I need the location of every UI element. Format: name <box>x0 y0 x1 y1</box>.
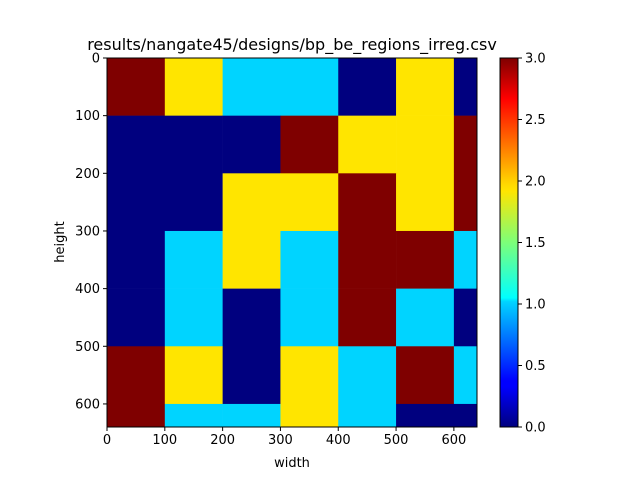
heatmap-cell <box>453 346 478 405</box>
y-tick-label: 300 <box>75 224 100 239</box>
x-axis-label: width <box>274 456 310 471</box>
heatmap-cell <box>107 346 166 405</box>
heatmap-cell <box>396 288 455 347</box>
heatmap-cell <box>396 403 455 428</box>
heatmap-cell <box>396 58 455 116</box>
heatmap-cell <box>222 58 281 116</box>
heatmap-cell <box>164 173 223 232</box>
heatmap-cell <box>453 115 478 174</box>
colorbar-tick-label: 2.0 <box>525 175 546 190</box>
heatmap-cell <box>453 403 478 428</box>
heatmap-cell <box>338 115 397 174</box>
y-tick-label: 0 <box>92 52 100 67</box>
heatmap-cell <box>107 288 166 347</box>
x-tick-label: 300 <box>268 433 293 448</box>
heatmap-cell <box>338 230 397 289</box>
colorbar-tick-label: 0.5 <box>525 359 546 374</box>
heatmap-cell <box>222 288 281 347</box>
colorbar-ticks: 0.0 0.5 1.0 1.5 2.0 2.5 3.0 <box>518 52 546 436</box>
heatmap-cell <box>164 403 223 428</box>
heatmap-cell <box>164 346 223 405</box>
colorbar-tick-label: 0.0 <box>525 421 546 436</box>
heatmap-cell <box>280 173 339 232</box>
y-axis-label: height <box>53 221 68 262</box>
heatmap-cell <box>222 115 281 174</box>
heatmap-cell <box>280 115 339 174</box>
y-tick-label: 500 <box>75 340 100 355</box>
heatmap-cell <box>280 403 339 428</box>
heatmap-cell <box>396 173 455 232</box>
heatmap-cell <box>280 230 339 289</box>
heatmap-cell <box>222 230 281 289</box>
heatmap-cell <box>396 115 455 174</box>
y-tick-label: 600 <box>75 397 100 412</box>
heatmap-cell <box>453 230 478 289</box>
heatmap-cell <box>338 288 397 347</box>
colorbar-tick-label: 3.0 <box>525 52 546 67</box>
x-tick-label: 200 <box>210 433 235 448</box>
x-tick-label: 400 <box>326 433 351 448</box>
heatmap-cell <box>338 403 397 428</box>
heatmap-cell <box>164 115 223 174</box>
heatmap-cell <box>453 173 478 232</box>
heatmap-cell <box>222 346 281 405</box>
colorbar-tick-label: 2.5 <box>525 113 546 128</box>
y-axis-ticks: 0 100 200 300 400 500 600 <box>75 52 107 412</box>
heatmap-cell <box>107 403 166 428</box>
heatmap-cell <box>164 230 223 289</box>
colorbar-gradient <box>499 57 519 428</box>
heatmap-cell <box>164 288 223 347</box>
heatmap-cell <box>338 346 397 405</box>
heatmap-cell <box>107 115 166 174</box>
heatmap-cell <box>453 58 478 116</box>
x-tick-label: 100 <box>152 433 177 448</box>
y-tick-label: 400 <box>75 282 100 297</box>
chart-title: results/nangate45/designs/bp_be_regions_… <box>87 35 497 55</box>
colorbar: 0.0 0.5 1.0 1.5 2.0 2.5 3.0 <box>499 52 546 436</box>
heatmap-cell <box>280 346 339 405</box>
heatmap-cell <box>338 173 397 232</box>
heatmap-cell <box>164 58 223 116</box>
heatmap-cell <box>453 288 478 347</box>
heatmap-cells <box>107 58 478 428</box>
heatmap-cell <box>338 58 397 116</box>
heatmap-cell <box>222 173 281 232</box>
y-tick-label: 100 <box>75 109 100 124</box>
x-axis-ticks: 0 100 200 300 400 500 600 <box>103 427 466 448</box>
y-tick-label: 200 <box>75 167 100 182</box>
heatmap-cell <box>280 288 339 347</box>
x-tick-label: 0 <box>103 433 111 448</box>
colorbar-tick-label: 1.0 <box>525 298 546 313</box>
plot-frame <box>106 57 478 428</box>
heatmap-cell <box>280 58 339 116</box>
heatmap-cell <box>396 230 455 289</box>
colorbar-tick-label: 1.5 <box>525 236 546 251</box>
x-tick-label: 600 <box>441 433 466 448</box>
heatmap-cell <box>222 403 281 428</box>
x-tick-label: 500 <box>384 433 409 448</box>
heatmap-cell <box>107 230 166 289</box>
heatmap-cell <box>396 346 455 405</box>
heatmap-cell <box>107 173 166 232</box>
heatmap-cell <box>107 58 166 116</box>
